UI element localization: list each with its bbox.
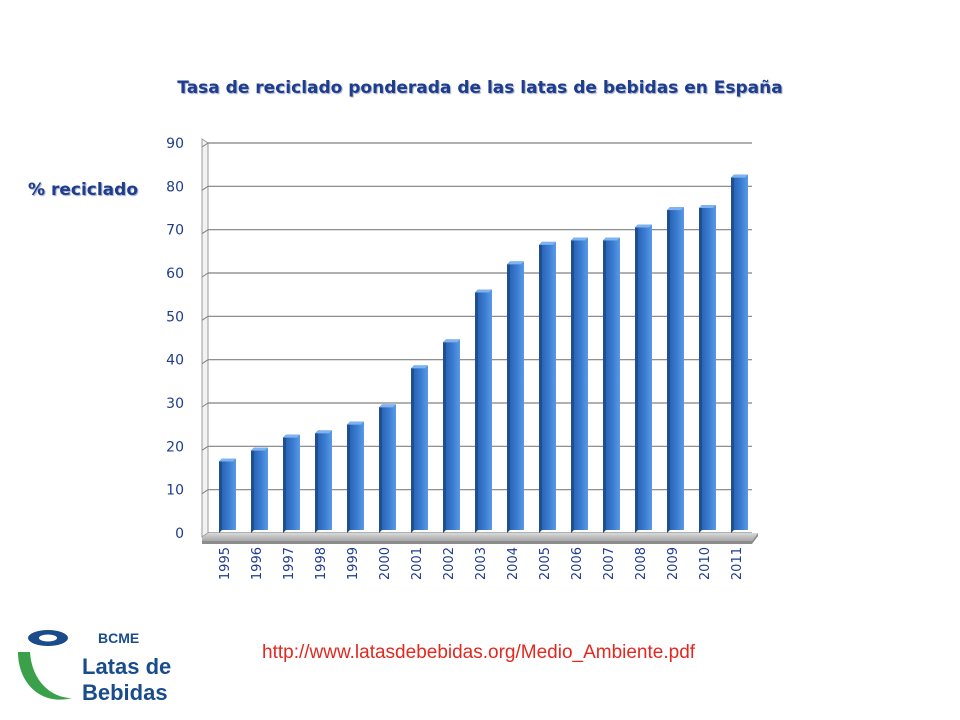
bar-side — [571, 237, 574, 533]
bar-side — [731, 174, 734, 533]
y-tick-label: 30 — [166, 396, 184, 412]
bar-top — [731, 174, 748, 178]
gridline-depth — [201, 489, 209, 495]
x-tick-label: 2004 — [506, 547, 521, 580]
bar — [286, 434, 300, 530]
logo-text-line1: Latas de — [82, 654, 172, 679]
x-tick-label: 2003 — [474, 547, 489, 580]
y-axis-label: % reciclado — [28, 180, 138, 200]
y-tick-label: 60 — [166, 266, 184, 282]
bar-top — [699, 205, 716, 208]
bar — [510, 261, 524, 530]
y-tick-label: 0 — [175, 526, 184, 542]
gridline-depth — [201, 402, 209, 408]
x-tick-label: 1996 — [250, 547, 265, 580]
bar-side — [315, 430, 318, 533]
y-tick-label: 90 — [166, 136, 184, 152]
y-tick-label: 70 — [166, 223, 184, 239]
gridline-depth — [201, 272, 209, 278]
bar-side — [667, 207, 670, 533]
x-tick-label: 2011 — [730, 547, 745, 580]
x-tick-label: 2005 — [538, 547, 553, 580]
x-tick-label: 2000 — [378, 547, 393, 580]
chart-floor-edge — [202, 533, 758, 544]
y-tick-label: 80 — [166, 179, 184, 195]
y-tick-label: 40 — [166, 353, 184, 369]
bar — [638, 224, 652, 530]
x-tick-label: 2001 — [410, 547, 425, 580]
gridline-depth — [201, 315, 209, 321]
bar-top — [603, 237, 620, 241]
bar-top — [411, 365, 428, 369]
bar — [318, 430, 332, 530]
bar-top — [443, 339, 460, 343]
gridline-depth — [201, 229, 209, 235]
x-tick-label: 2008 — [634, 547, 649, 580]
y-tick-label: 10 — [166, 483, 184, 499]
bar-side — [219, 458, 222, 533]
bar-top — [315, 430, 332, 434]
bar-side — [539, 241, 542, 534]
y-tick-label: 20 — [166, 439, 184, 455]
bar — [478, 289, 492, 530]
gridline-depth — [201, 142, 209, 148]
bar-top — [283, 434, 300, 438]
logo-brand: BCME — [98, 630, 140, 646]
bar-top — [539, 241, 556, 245]
x-tick-label: 1998 — [314, 547, 329, 580]
x-tick-label: 1997 — [282, 547, 297, 580]
bar-side — [507, 261, 510, 533]
bar — [414, 365, 428, 530]
logo-emblem-icon — [18, 630, 72, 700]
bar-side — [635, 224, 638, 533]
bar-side — [283, 434, 286, 533]
chart-floor — [202, 533, 758, 541]
bar-top — [475, 289, 492, 293]
bar-top — [571, 237, 588, 241]
bar-chart: 0 10 20 30 40 50 60 70 80 90 1995 1996 1997 1998 1999 2… — [166, 136, 758, 580]
bar-top — [667, 207, 684, 211]
gridline-depth — [201, 185, 209, 191]
bar — [254, 447, 268, 530]
bar — [542, 241, 556, 531]
bar-top — [379, 404, 396, 408]
bar — [606, 237, 620, 530]
bar-top — [219, 458, 236, 462]
bar — [702, 205, 716, 530]
source-link[interactable]: http://www.latasdebebidas.org/Medio_Ambi… — [262, 642, 696, 663]
bar — [446, 339, 460, 530]
bar-side — [443, 339, 446, 533]
x-tick-label: 2010 — [698, 547, 713, 580]
bar-side — [699, 205, 702, 533]
bar-side — [379, 404, 382, 533]
bar-top — [507, 261, 524, 265]
x-tick-label: 1999 — [346, 547, 361, 580]
x-tick-label: 2009 — [666, 547, 681, 580]
gridline-depth — [201, 445, 209, 451]
chart-left-wall — [201, 138, 209, 538]
bar-side — [603, 237, 606, 533]
x-tick-label: 2006 — [570, 547, 585, 580]
bar-top — [251, 447, 268, 451]
bar-top — [347, 421, 364, 425]
x-tick-label: 2007 — [602, 547, 617, 580]
bar-top — [635, 224, 652, 228]
x-tick-label: 2002 — [442, 547, 457, 580]
chart-title: Tasa de reciclado ponderada de las latas… — [177, 78, 783, 98]
bar — [222, 458, 236, 530]
bcme-logo: BCME Latas de Bebidas — [14, 622, 214, 712]
bar-side — [347, 421, 350, 533]
x-tick-label: 1995 — [218, 547, 233, 580]
bar-side — [411, 365, 414, 533]
logo-text-line2: Bebidas — [82, 680, 168, 705]
gridline-depth — [201, 359, 209, 365]
bar — [382, 404, 396, 530]
bar — [734, 174, 748, 530]
bar — [350, 421, 364, 530]
y-tick-label: 50 — [166, 309, 184, 325]
bar-side — [475, 289, 478, 533]
bar — [670, 207, 684, 530]
bar — [574, 237, 588, 530]
bar-side — [251, 447, 254, 533]
